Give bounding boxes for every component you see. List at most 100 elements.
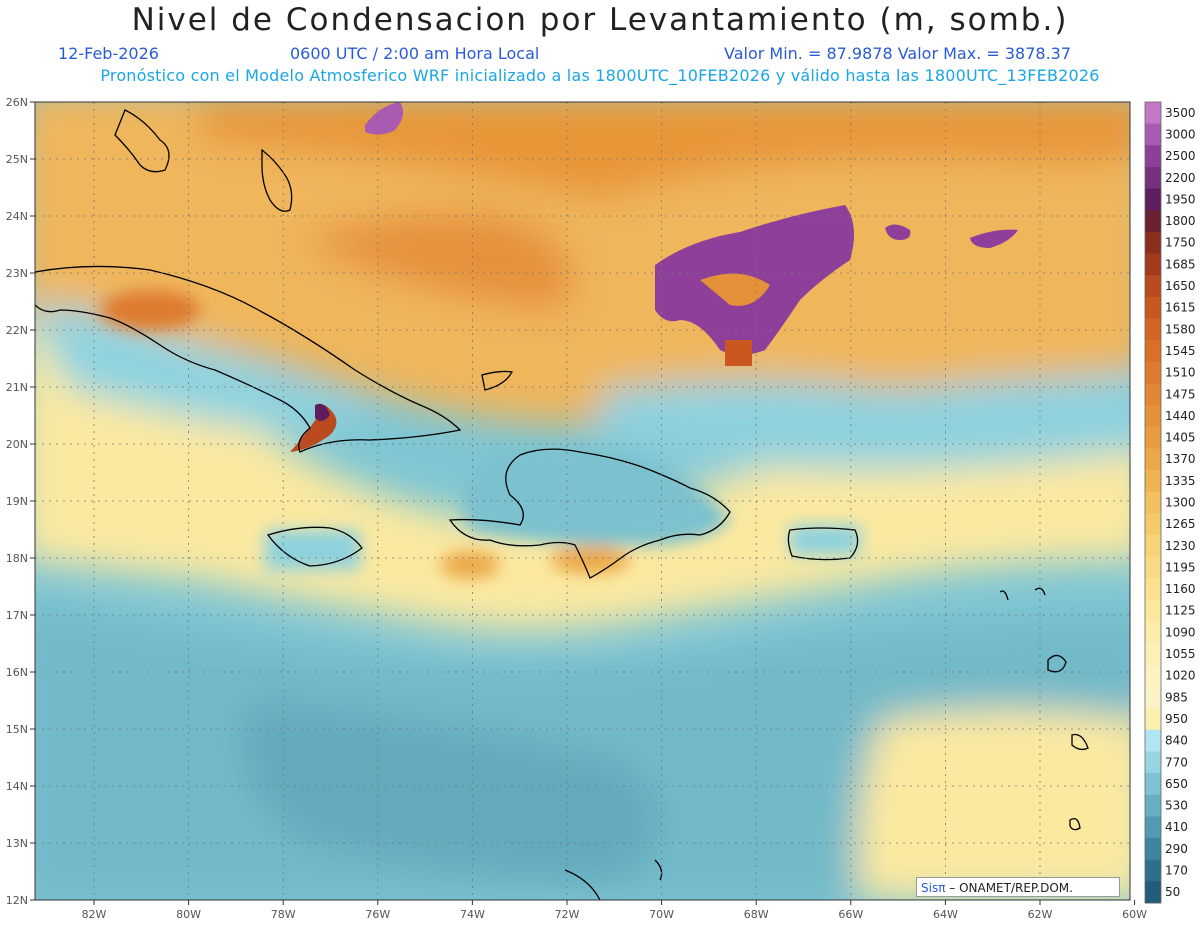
forecast-time: 0600 UTC / 2:00 am Hora Local xyxy=(290,44,540,63)
lat-label: 17N xyxy=(6,609,28,622)
colorbar-label: 1750 xyxy=(1165,236,1196,250)
colorbar-swatch xyxy=(1145,773,1161,796)
colorbar-label: 1615 xyxy=(1165,301,1196,315)
model-info: Pronóstico con el Modelo Atmosferico WRF… xyxy=(100,66,1100,85)
colorbar-label: 985 xyxy=(1165,690,1188,704)
colorbar-swatch xyxy=(1145,166,1161,190)
lat-label: 16N xyxy=(6,666,28,679)
lon-label: 74W xyxy=(460,908,485,921)
colorbar-label: 290 xyxy=(1165,842,1188,856)
colorbar-label: 770 xyxy=(1165,755,1188,769)
colorbar-swatch xyxy=(1145,145,1161,168)
colorbar-label: 2500 xyxy=(1165,149,1196,163)
colorbar-swatch xyxy=(1145,361,1161,384)
colorbar-label: 650 xyxy=(1165,777,1188,791)
colorbar-label: 1580 xyxy=(1165,322,1196,336)
colorbar-label: 1440 xyxy=(1165,409,1196,423)
colorbar-swatch xyxy=(1145,275,1161,298)
colorbar-swatch xyxy=(1145,231,1161,255)
colorbar-swatch xyxy=(1145,621,1161,644)
lon-label: 82W xyxy=(82,908,107,921)
colorbar-swatch xyxy=(1145,816,1161,839)
lat-label: 22N xyxy=(6,324,28,337)
colorbar-swatch xyxy=(1145,426,1161,449)
lat-label: 20N xyxy=(6,438,28,451)
lat-label: 12N xyxy=(6,894,28,907)
colorbar-swatch xyxy=(1145,513,1161,536)
colorbar-label: 2200 xyxy=(1165,171,1196,185)
colorbar-label: 530 xyxy=(1165,799,1188,813)
colorbar-swatch xyxy=(1145,708,1161,731)
colorbar-label: 50 xyxy=(1165,885,1180,899)
coastlines xyxy=(35,109,1089,900)
colorbar-swatch xyxy=(1145,340,1161,363)
colorbar-swatch xyxy=(1145,556,1161,579)
lat-label: 13N xyxy=(6,837,28,850)
colorbar-label: 1370 xyxy=(1165,452,1196,466)
credit-box: Sisπ – ONAMET/REP.DOM. xyxy=(916,877,1120,897)
colorbar-label: 3500 xyxy=(1165,106,1196,120)
colorbar-label: 950 xyxy=(1165,712,1188,726)
lat-label: 26N xyxy=(6,96,28,109)
colorbar-label: 410 xyxy=(1165,820,1188,834)
lon-label: 80W xyxy=(176,908,201,921)
colorbar-label: 1020 xyxy=(1165,669,1196,683)
lat-label: 21N xyxy=(6,381,28,394)
colorbar-swatch xyxy=(1145,686,1161,709)
colorbar-swatch xyxy=(1145,729,1161,752)
colorbar-swatch xyxy=(1145,881,1161,904)
lat-label: 15N xyxy=(6,723,28,736)
colorbar-swatch xyxy=(1145,751,1161,774)
lon-label: 62W xyxy=(1028,908,1053,921)
colorbar-swatch xyxy=(1145,838,1161,861)
colorbar-swatch xyxy=(1145,102,1161,125)
colorbar-swatch xyxy=(1145,210,1161,233)
colorbar-swatch xyxy=(1145,578,1161,601)
lon-label: 70W xyxy=(649,908,674,921)
lon-label: 66W xyxy=(838,908,863,921)
lon-label: 72W xyxy=(555,908,580,921)
colorbar-swatch xyxy=(1145,405,1161,428)
colorbar-label: 1335 xyxy=(1165,474,1196,488)
lon-label: 68W xyxy=(744,908,769,921)
colorbar-label: 1125 xyxy=(1165,604,1196,618)
colorbar-swatch xyxy=(1145,296,1161,319)
lat-label: 25N xyxy=(6,153,28,166)
credit-brand: Sisπ xyxy=(921,881,946,895)
colorbar-swatch xyxy=(1145,664,1161,688)
graticule xyxy=(35,102,1130,900)
colorbar-label: 1090 xyxy=(1165,625,1196,639)
colorbar-label: 1195 xyxy=(1165,560,1196,574)
colorbar-swatch xyxy=(1145,383,1161,406)
colorbar-swatch xyxy=(1145,448,1161,471)
lon-label: 64W xyxy=(933,908,958,921)
colorbar-label: 1950 xyxy=(1165,192,1196,206)
lat-label: 14N xyxy=(6,780,28,793)
colorbar-label: 1265 xyxy=(1165,517,1196,531)
page-title: Nivel de Condensacion por Levantamiento … xyxy=(131,2,1069,38)
colorbar-swatch xyxy=(1145,318,1161,341)
colorbar-label: 1405 xyxy=(1165,431,1196,445)
colorbar-label: 3000 xyxy=(1165,127,1196,141)
colorbar-label: 170 xyxy=(1165,864,1188,878)
colorbar-label: 840 xyxy=(1165,734,1188,748)
colorbar-swatch xyxy=(1145,470,1161,493)
colorbar-swatch xyxy=(1145,643,1161,666)
credit-text: – ONAMET/REP.DOM. xyxy=(945,881,1073,895)
colorbar-swatch xyxy=(1145,123,1161,146)
longitude-labels: 82W 80W 78W 76W 74W 72W 70W 68W 66W 64W 62W 60W xyxy=(82,900,1147,921)
colorbar-swatch xyxy=(1145,599,1161,623)
colorbar-swatch xyxy=(1145,534,1161,558)
colorbar-swatch xyxy=(1145,859,1161,882)
colorbar-swatch xyxy=(1145,188,1161,211)
lat-label: 23N xyxy=(6,267,28,280)
lcl-field xyxy=(35,102,1130,900)
lat-label: 24N xyxy=(6,210,28,223)
colorbar-label: 1230 xyxy=(1165,539,1196,553)
colorbar-label: 1510 xyxy=(1165,366,1196,380)
colorbar-label: 1475 xyxy=(1165,387,1196,401)
colorbar-label: 1055 xyxy=(1165,647,1196,661)
colorbar: 3500 3000 2500 2200 1950 1800 1750 1685 1650 1615… xyxy=(1144,101,1196,904)
lat-label: 18N xyxy=(6,552,28,565)
